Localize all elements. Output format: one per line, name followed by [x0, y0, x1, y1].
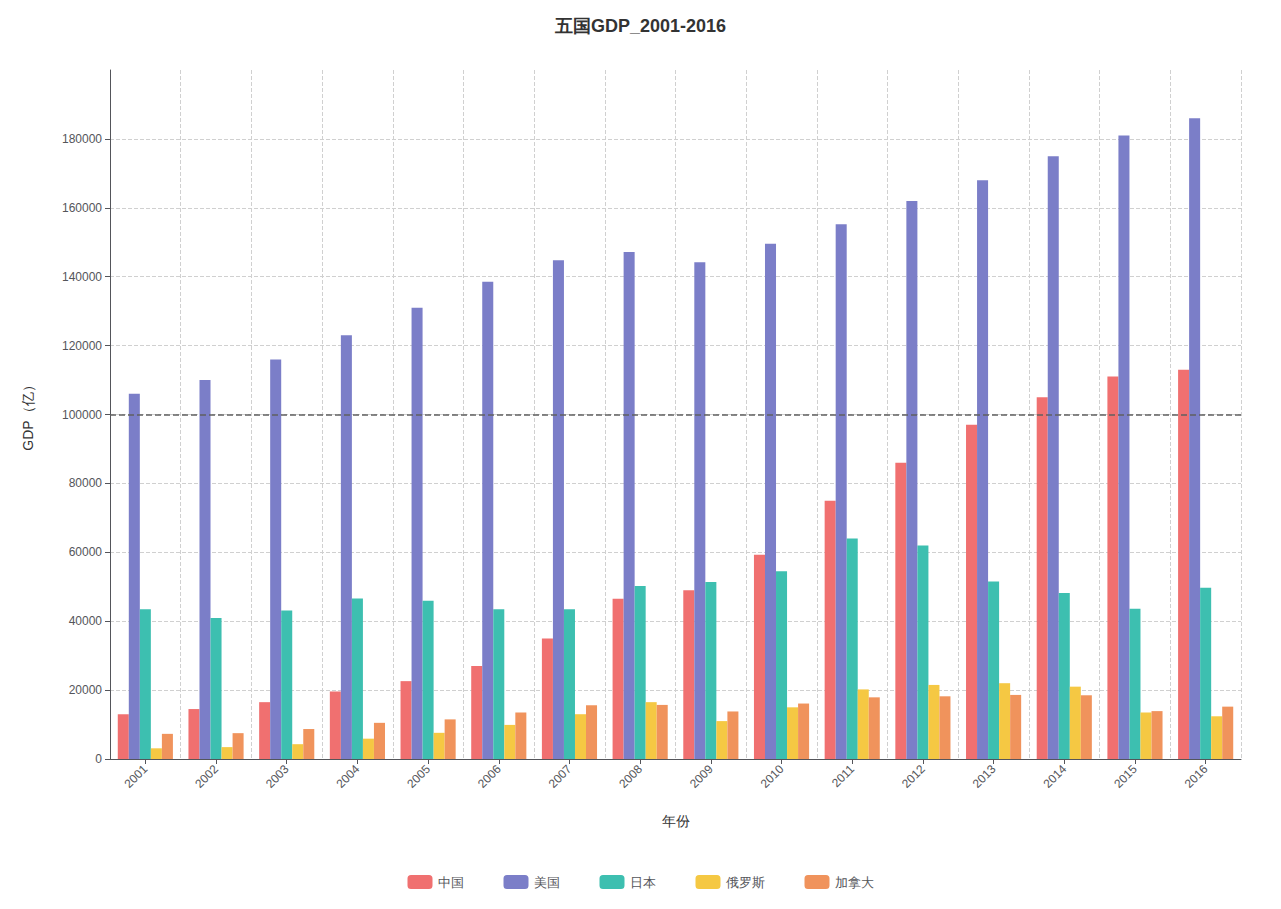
svg-text:2012: 2012 [899, 762, 928, 791]
svg-text:80000: 80000 [69, 476, 103, 490]
svg-text:2015: 2015 [1111, 762, 1140, 791]
svg-text:五国GDP_2001-2016: 五国GDP_2001-2016 [554, 16, 726, 36]
svg-text:中国: 中国 [438, 875, 464, 890]
svg-text:2007: 2007 [546, 762, 575, 791]
svg-text:年份: 年份 [662, 813, 690, 829]
svg-text:160000: 160000 [62, 201, 102, 215]
svg-text:20000: 20000 [69, 683, 103, 697]
svg-text:60000: 60000 [69, 545, 103, 559]
svg-text:120000: 120000 [62, 339, 102, 353]
svg-text:180000: 180000 [62, 132, 102, 146]
svg-text:2013: 2013 [970, 762, 999, 791]
svg-text:2002: 2002 [192, 762, 221, 791]
svg-text:2011: 2011 [829, 762, 857, 790]
svg-text:2010: 2010 [758, 762, 787, 791]
svg-text:2001: 2001 [122, 762, 151, 791]
svg-text:2005: 2005 [404, 762, 433, 791]
svg-text:GDP（亿）: GDP（亿） [20, 378, 36, 450]
svg-text:加拿大: 加拿大 [835, 875, 874, 890]
svg-text:美国: 美国 [534, 875, 560, 890]
svg-text:日本: 日本 [630, 875, 656, 890]
svg-text:0: 0 [95, 752, 102, 766]
svg-text:40000: 40000 [69, 614, 103, 628]
svg-text:2008: 2008 [616, 762, 645, 791]
svg-text:俄罗斯: 俄罗斯 [726, 875, 765, 890]
svg-text:140000: 140000 [62, 270, 102, 284]
svg-text:2014: 2014 [1040, 762, 1069, 791]
svg-text:2009: 2009 [687, 762, 716, 791]
svg-text:2003: 2003 [263, 762, 292, 791]
svg-text:2006: 2006 [475, 762, 504, 791]
svg-text:2016: 2016 [1182, 762, 1211, 791]
svg-text:100000: 100000 [62, 408, 102, 422]
svg-text:2004: 2004 [334, 762, 363, 791]
